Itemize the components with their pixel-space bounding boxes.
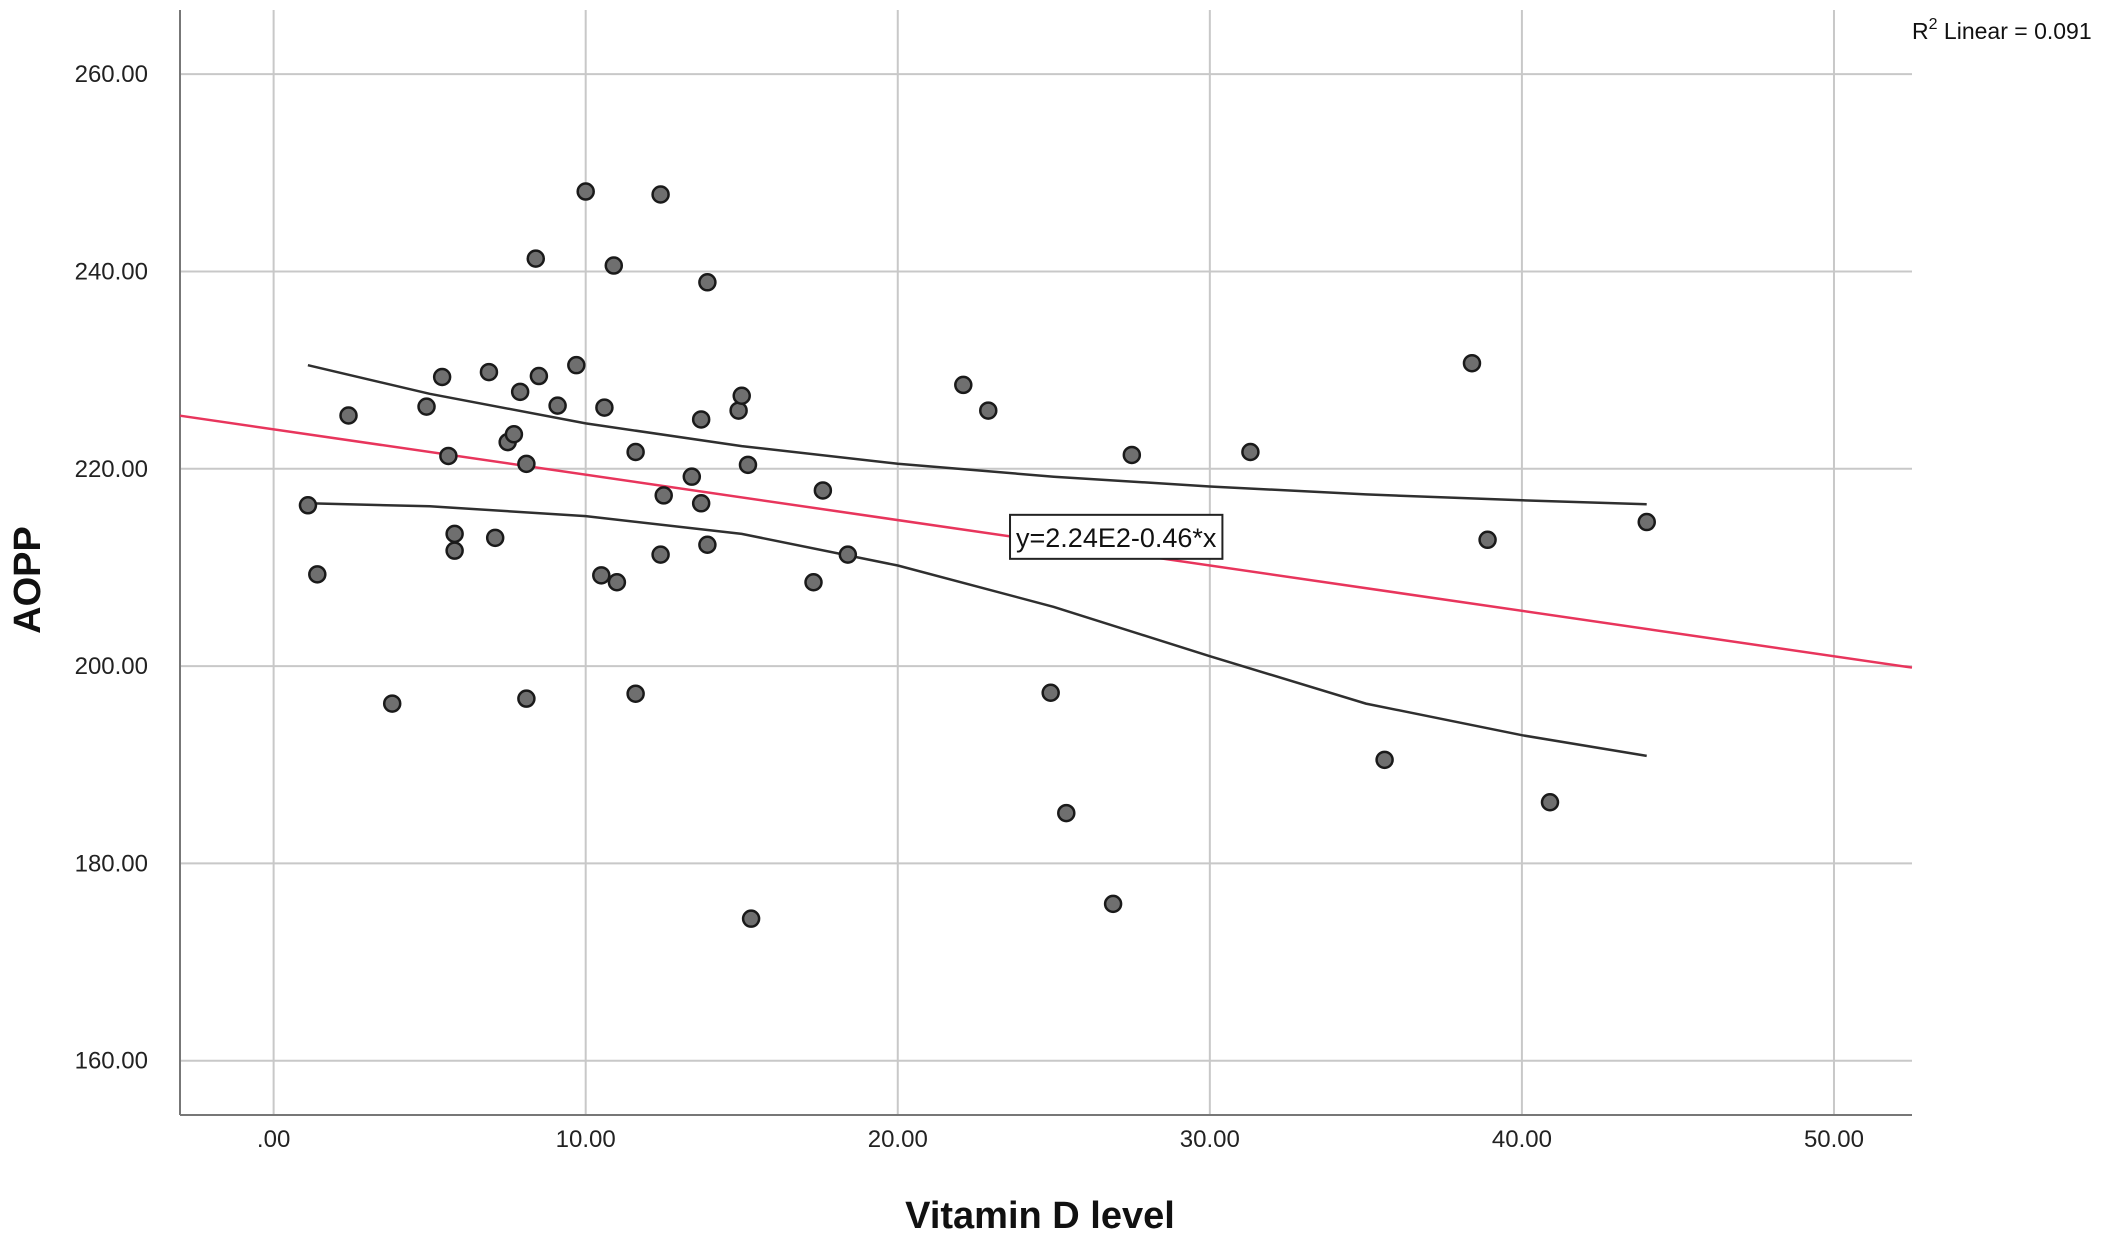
data-point bbox=[339, 406, 358, 425]
x-tick-label: 10.00 bbox=[556, 1126, 616, 1153]
data-point bbox=[954, 375, 973, 395]
y-tick-label: 220.00 bbox=[75, 456, 148, 483]
grid-lines bbox=[180, 10, 1912, 1115]
y-tick-labels: 160.00 180.00 200.00 220.00 240.00 260.00 bbox=[75, 61, 148, 1075]
r2-superscript: 2 bbox=[1929, 16, 1938, 33]
equation-label: y=2.24E2-0.46*x bbox=[1016, 523, 1217, 553]
data-point bbox=[517, 689, 536, 708]
data-point bbox=[804, 572, 823, 592]
data-point bbox=[529, 366, 549, 386]
data-points bbox=[298, 182, 1656, 928]
data-point bbox=[485, 528, 505, 548]
data-point bbox=[979, 401, 998, 420]
r2-label: R2 Linear = 0.091 bbox=[1912, 16, 2092, 44]
data-point bbox=[626, 442, 645, 462]
data-point bbox=[510, 382, 530, 402]
x-tick-label: .00 bbox=[257, 1126, 290, 1153]
data-point bbox=[1462, 353, 1482, 373]
y-tick-label: 180.00 bbox=[75, 850, 148, 877]
axes bbox=[179, 10, 1912, 1116]
data-point bbox=[445, 524, 464, 544]
y-tick-label: 260.00 bbox=[75, 61, 148, 88]
ci-upper-line bbox=[307, 363, 1647, 506]
y-tick-label: 160.00 bbox=[75, 1048, 148, 1075]
data-point bbox=[308, 565, 327, 584]
data-point bbox=[1241, 442, 1260, 462]
data-point bbox=[741, 909, 761, 928]
data-point bbox=[417, 397, 436, 416]
data-point bbox=[432, 367, 452, 387]
data-point bbox=[738, 455, 758, 475]
y-axis-title: AOPP bbox=[7, 526, 49, 634]
x-tick-label: 40.00 bbox=[1492, 1126, 1552, 1153]
data-point bbox=[607, 572, 627, 592]
data-point bbox=[1478, 530, 1497, 550]
data-point bbox=[439, 446, 458, 466]
y-tick-label: 200.00 bbox=[75, 653, 148, 680]
data-point bbox=[504, 424, 524, 444]
data-point bbox=[682, 467, 702, 486]
data-point bbox=[479, 362, 499, 382]
equation-box bbox=[1009, 513, 1224, 560]
data-point bbox=[626, 684, 645, 703]
r2-base: R bbox=[1912, 18, 1929, 44]
data-point bbox=[651, 185, 670, 204]
data-point bbox=[729, 401, 748, 420]
x-tick-labels: .00 10.00 20.00 30.00 40.00 50.00 bbox=[257, 1126, 1864, 1153]
data-point bbox=[526, 249, 546, 268]
data-point bbox=[548, 396, 567, 415]
data-point bbox=[567, 355, 586, 375]
data-point bbox=[445, 541, 464, 560]
data-point bbox=[654, 486, 673, 505]
data-point bbox=[595, 398, 614, 417]
data-point bbox=[1540, 792, 1560, 812]
data-point bbox=[592, 566, 611, 585]
data-point bbox=[1637, 512, 1656, 532]
x-tick-label: 30.00 bbox=[1180, 1126, 1240, 1153]
data-point bbox=[1375, 750, 1394, 770]
data-point bbox=[382, 694, 402, 713]
data-point bbox=[1103, 894, 1123, 914]
y-tick-label: 240.00 bbox=[75, 258, 148, 285]
x-axis-title: Vitamin D level bbox=[905, 1195, 1175, 1237]
data-point bbox=[604, 256, 624, 275]
x-tick-label: 50.00 bbox=[1804, 1126, 1864, 1153]
data-point bbox=[691, 410, 711, 429]
data-point bbox=[813, 481, 833, 500]
r2-text: Linear = 0.091 bbox=[1938, 18, 2092, 44]
data-point bbox=[698, 273, 717, 292]
ci-lower-line bbox=[307, 502, 1647, 758]
data-point bbox=[691, 494, 711, 513]
annotations: y=2.24E2-0.46*x R2 Linear = 0.091 bbox=[1009, 16, 2092, 560]
data-point bbox=[838, 545, 858, 564]
data-point bbox=[517, 454, 536, 474]
data-point bbox=[1041, 683, 1060, 702]
data-point bbox=[698, 535, 717, 554]
x-tick-label: 20.00 bbox=[868, 1126, 928, 1153]
confidence-band bbox=[307, 363, 1647, 758]
data-point bbox=[298, 496, 318, 515]
data-point bbox=[576, 182, 595, 201]
data-point bbox=[651, 545, 670, 564]
data-point bbox=[1122, 445, 1142, 465]
data-point bbox=[1057, 803, 1076, 823]
data-point bbox=[732, 386, 751, 406]
